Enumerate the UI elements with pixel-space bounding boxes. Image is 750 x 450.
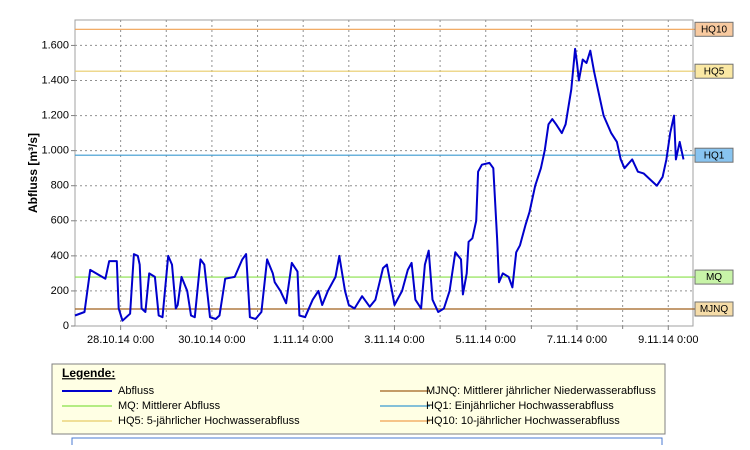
- reference-tag-box: [694, 21, 734, 37]
- y-tick-label: 1.600: [41, 39, 69, 51]
- legend-label: MJNQ: Mittlerer jährlicher Niederwassera…: [426, 385, 656, 397]
- y-axis-label: Abfluss [m³/s]: [26, 133, 40, 213]
- reference-tag-box: [694, 147, 734, 163]
- reference-tag-box: [694, 301, 734, 317]
- legend-title: Legende:: [62, 366, 115, 380]
- x-tick-label: 9.11.14 0:00: [638, 334, 698, 346]
- plot-area: [74, 19, 694, 327]
- x-tick-label: 1.11.14 0:00: [273, 334, 333, 346]
- y-tick-label: 1.000: [41, 145, 69, 157]
- x-tick-label: 3.11.14 0:00: [364, 334, 424, 346]
- legend-label: Abfluss: [118, 385, 155, 397]
- y-tick-label: 400: [51, 250, 69, 262]
- data-line: [74, 47, 685, 322]
- legend-box: [51, 363, 666, 435]
- legend-label: HQ10: 10-jährlicher Hochwasserabfluss: [426, 415, 620, 427]
- legend-label: HQ5: 5-jährlicher Hochwasserabfluss: [118, 415, 300, 427]
- reference-tag-box: [694, 63, 734, 79]
- y-tick-label: 800: [51, 180, 69, 192]
- x-tick-label: 30.10.14 0:00: [178, 334, 245, 346]
- info-box: [71, 437, 663, 450]
- y-tick-label: 0: [63, 320, 69, 332]
- reference-tag-box: [694, 269, 734, 285]
- reference-tag: HQ1: [704, 150, 725, 161]
- reference-tag: MQ: [706, 272, 722, 283]
- reference-tag: HQ10: [701, 24, 728, 35]
- x-tick-label: 5.11.14 0:00: [456, 334, 516, 346]
- x-tick-label: 28.10.14 0:00: [87, 334, 154, 346]
- y-tick-label: 600: [51, 215, 69, 227]
- x-tick-label: 7.11.14 0:00: [547, 334, 607, 346]
- y-tick-label: 1.200: [41, 109, 69, 121]
- reference-tag: MJNQ: [700, 304, 729, 315]
- reference-tag: HQ5: [704, 66, 725, 77]
- legend-label: HQ1: Einjährlicher Hochwasserabfluss: [426, 400, 614, 412]
- legend-label: MQ: Mittlerer Abfluss: [118, 400, 221, 412]
- y-tick-label: 200: [51, 285, 69, 297]
- y-tick-label: 1.400: [41, 74, 69, 86]
